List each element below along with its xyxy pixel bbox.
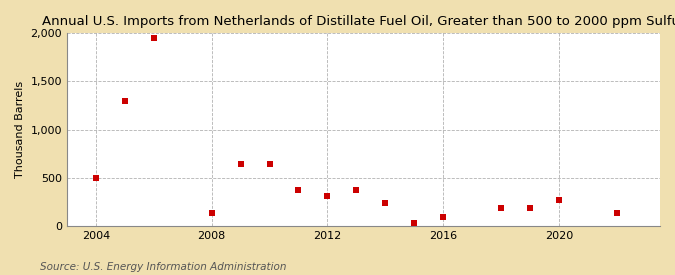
- Point: [409, 221, 420, 225]
- Point: [495, 206, 506, 210]
- Point: [207, 211, 217, 216]
- Point: [380, 200, 391, 205]
- Point: [148, 36, 159, 40]
- Point: [235, 162, 246, 166]
- Point: [524, 206, 535, 210]
- Point: [612, 211, 622, 216]
- Point: [293, 188, 304, 192]
- Title: Annual U.S. Imports from Netherlands of Distillate Fuel Oil, Greater than 500 to: Annual U.S. Imports from Netherlands of …: [42, 15, 675, 28]
- Point: [437, 215, 448, 219]
- Point: [119, 98, 130, 103]
- Point: [351, 188, 362, 192]
- Point: [322, 194, 333, 198]
- Point: [90, 175, 101, 180]
- Point: [264, 162, 275, 166]
- Point: [554, 198, 564, 203]
- Y-axis label: Thousand Barrels: Thousand Barrels: [15, 81, 25, 178]
- Text: Source: U.S. Energy Information Administration: Source: U.S. Energy Information Administ…: [40, 262, 287, 272]
